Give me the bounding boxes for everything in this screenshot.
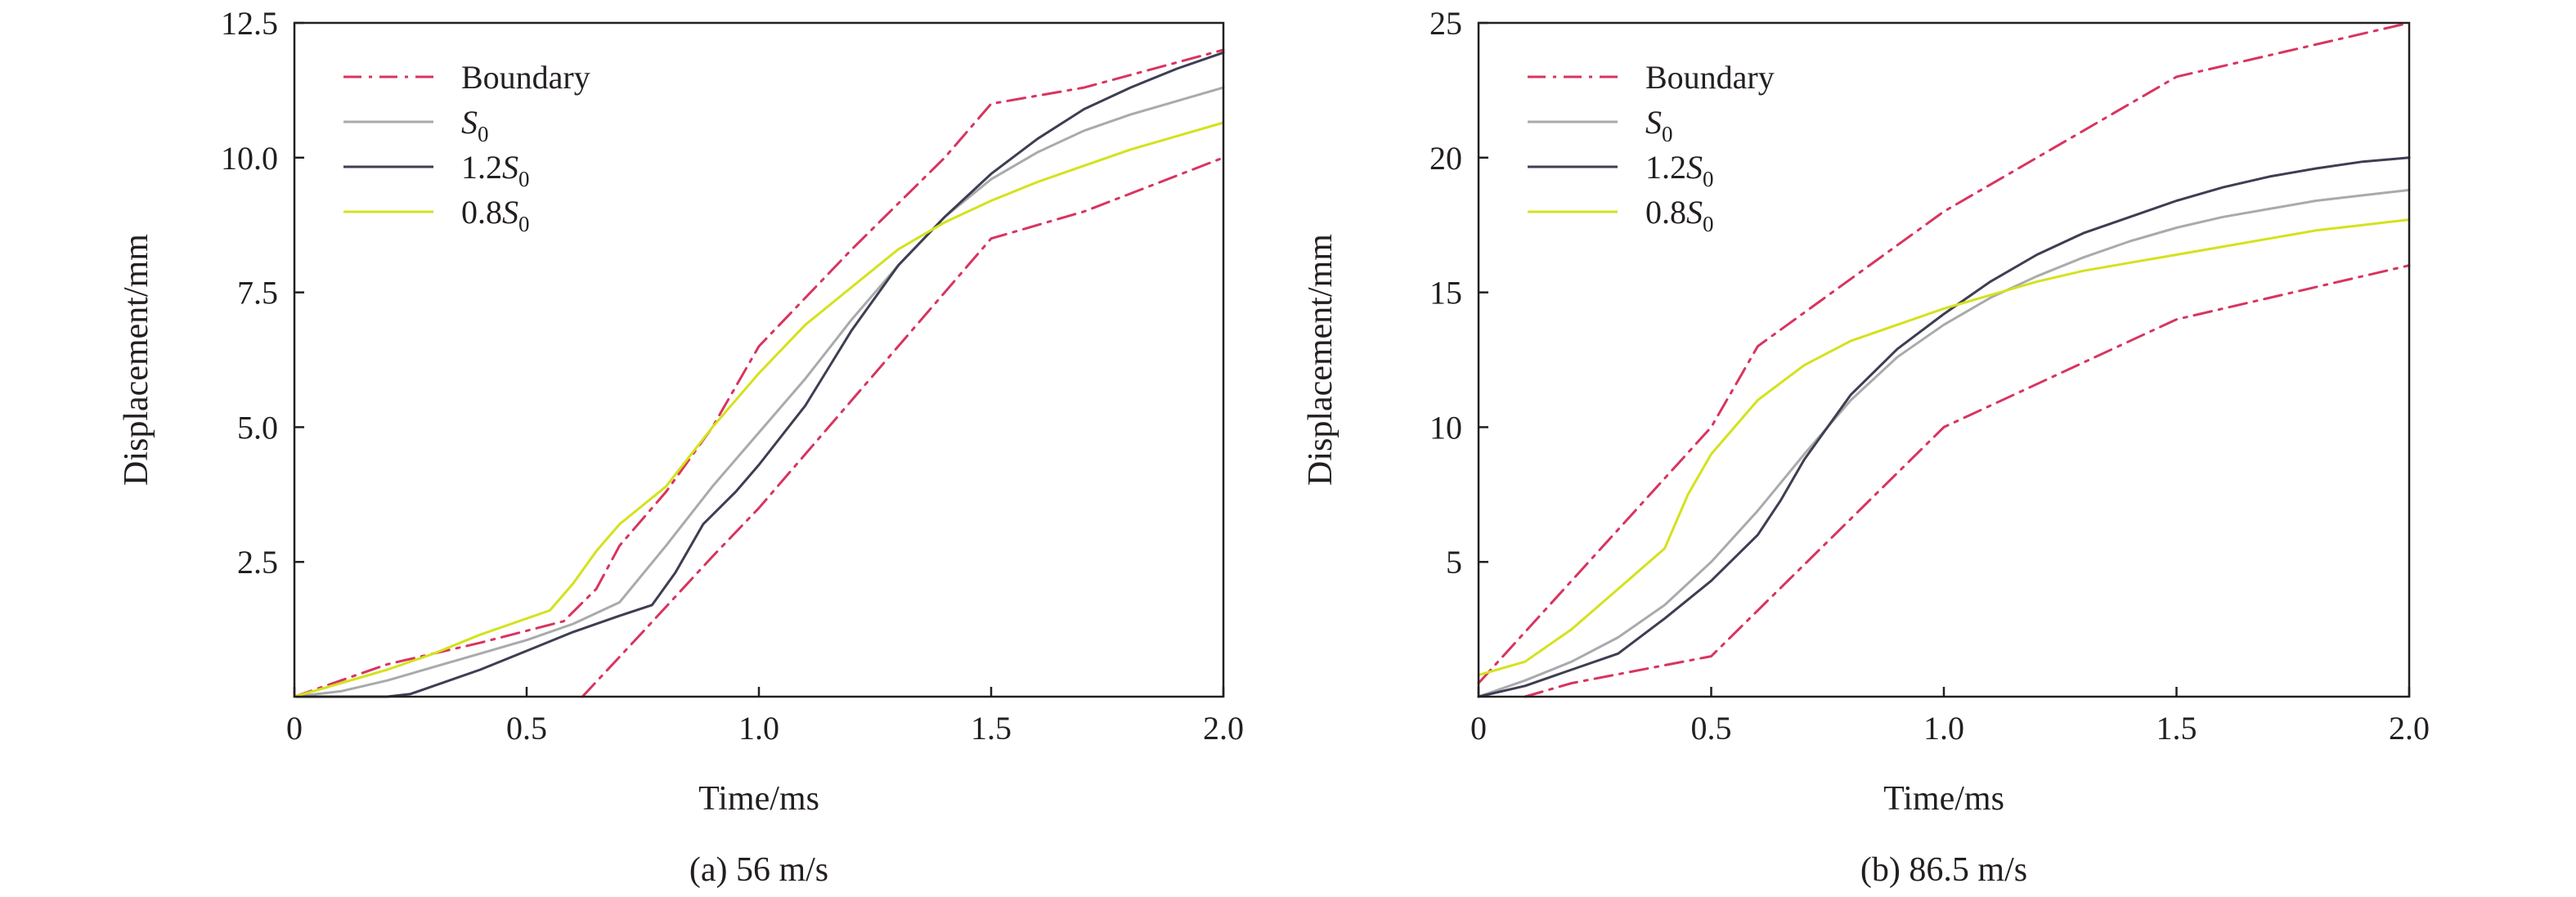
legend-label: Boundary <box>461 59 590 96</box>
x-tick-label: 1.0 <box>738 710 779 747</box>
legend-label: 0.8S0 <box>1645 194 1714 236</box>
y-tick-label: 5 <box>1446 544 1462 581</box>
x-tick-label: 0.5 <box>1691 710 1732 747</box>
y-tick-label: 20 <box>1429 140 1462 177</box>
x-axis-title: Time/ms <box>1883 780 2004 818</box>
y-tick-label: 7.5 <box>237 275 278 312</box>
x-tick-label: 0.5 <box>506 710 547 747</box>
legend-label: 0.8S0 <box>461 194 530 236</box>
x-tick-label: 2.0 <box>2389 710 2430 747</box>
legend-label: S0 <box>1645 104 1673 146</box>
y-tick-label: 5.0 <box>237 409 278 446</box>
plot-frame <box>293 21 1225 698</box>
x-tick-label: 1.5 <box>2156 710 2197 747</box>
series-line <box>1524 264 2411 698</box>
x-tick-label: 1.5 <box>971 710 1012 747</box>
y-axis-title: Displacement/mm <box>1302 234 1340 486</box>
series-line <box>581 156 1225 698</box>
y-tick-label: 10.0 <box>221 140 278 177</box>
y-tick-label: 12.5 <box>221 5 278 42</box>
series-line <box>1477 21 2411 684</box>
series-line <box>293 121 1225 698</box>
y-axis-title: Displacement/mm <box>118 234 155 486</box>
y-tick-label: 15 <box>1429 275 1462 312</box>
legend-label: 1.2S0 <box>1645 149 1714 191</box>
x-tick-label: 2.0 <box>1203 710 1244 747</box>
x-tick-label: 1.0 <box>1923 710 1964 747</box>
legend-label: S0 <box>461 104 489 146</box>
chart-panel-b: 0 0.5 1.0 1.5 2.0 5 10 15 20 25 Boundary S01.2S00.… <box>1302 5 2430 889</box>
x-axis-title: Time/ms <box>698 780 819 818</box>
y-tick-label: 25 <box>1429 5 1462 42</box>
legend-label: 1.2S0 <box>461 149 530 191</box>
series-line <box>293 51 1225 698</box>
panel-caption: (a) 56 m/s <box>689 851 828 889</box>
plot-frame <box>1477 21 2411 698</box>
series-line <box>293 86 1225 698</box>
y-tick-label: 10 <box>1429 409 1462 446</box>
chart-panel-a: 0 0.5 1.0 1.5 2.0 2.5 5.0 7.5 10.0 12.5 Boundary S… <box>118 5 1244 889</box>
series-line <box>293 48 1225 698</box>
series-line <box>1477 218 2411 677</box>
y-tick-label: 2.5 <box>237 544 278 581</box>
series-line <box>1477 188 2411 698</box>
panel-caption: (b) 86.5 m/s <box>1860 851 2027 889</box>
x-tick-label: 0 <box>1470 710 1487 747</box>
series-line <box>1477 156 2411 698</box>
x-tick-label: 0 <box>286 710 303 747</box>
legend-label: Boundary <box>1645 59 1775 96</box>
